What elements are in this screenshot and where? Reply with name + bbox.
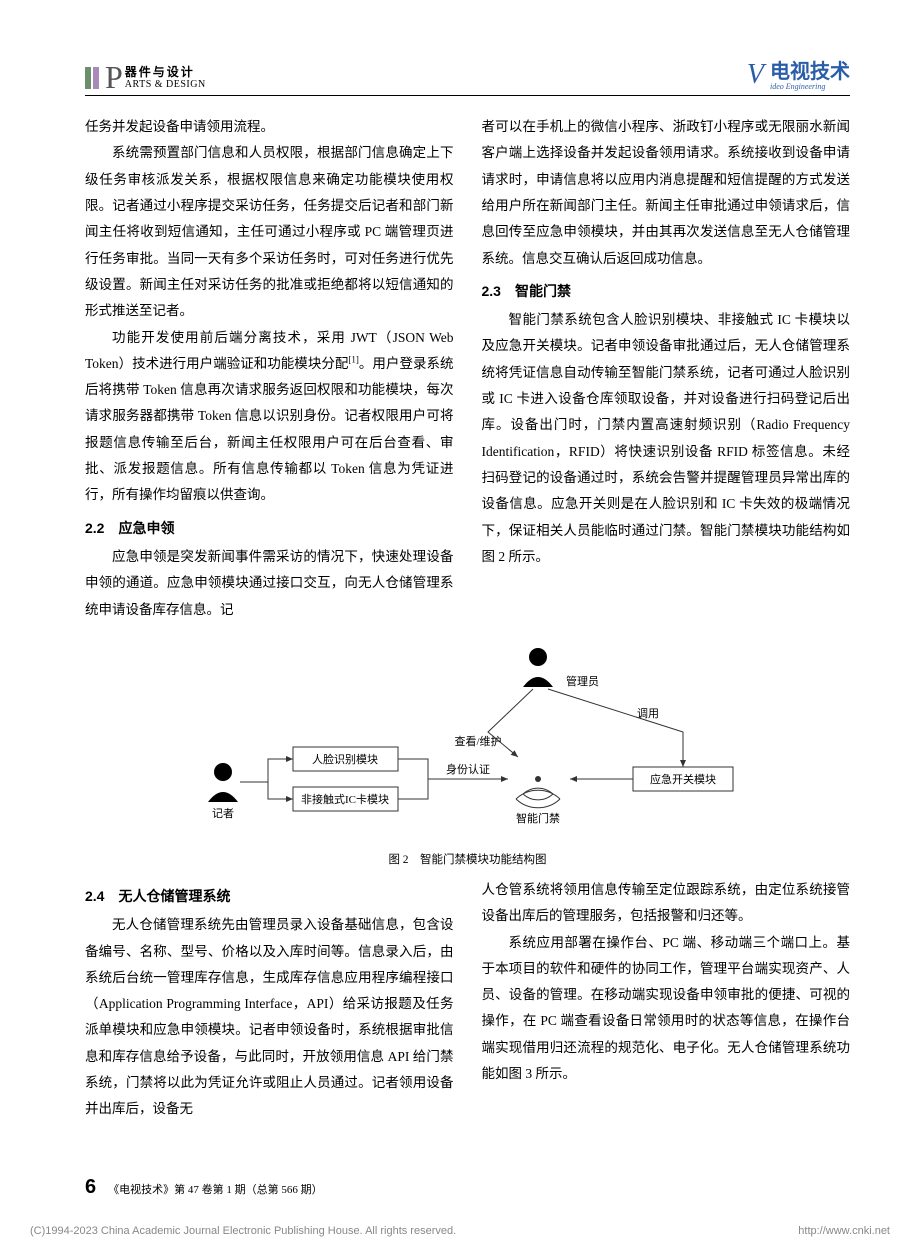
header-accent-bars	[85, 67, 99, 89]
copyright-url: http://www.cnki.net	[798, 1225, 890, 1237]
figure-2: 记者 管理员 人脸识别模块 非接触式IC卡模块 应急开关模块	[85, 637, 850, 867]
heading-2-2: 2.2 应急申领	[85, 515, 454, 542]
para: 系统需预置部门信息和人员权限，根据部门信息确定上下级任务审核派发关系，根据权限信…	[85, 140, 454, 324]
left-column-lower: 2.4 无人仓储管理系统 无人仓储管理系统先由管理员录入设备基础信息，包含设备编…	[85, 877, 454, 1123]
reporter-label: 记者	[212, 807, 234, 820]
heading-2-3: 2.3 智能门禁	[482, 278, 851, 305]
column-tag: P 器件与设计 ARTS & DESIGN	[85, 65, 206, 91]
header-letter-p: P	[105, 65, 123, 91]
gate-label: 智能门禁	[516, 811, 560, 825]
heading-2-4: 2.4 无人仓储管理系统	[85, 883, 454, 910]
gate-icon	[516, 776, 560, 808]
ic-module-label: 非接触式IC卡模块	[301, 792, 389, 806]
body-columns-lower: 2.4 无人仓储管理系统 无人仓储管理系统先由管理员录入设备基础信息，包含设备编…	[85, 877, 850, 1123]
right-column-lower: 人仓管系统将领用信息传输至定位跟踪系统，由定位系统接管设备出库后的管理服务，包括…	[482, 877, 851, 1123]
edge-reporter-ic	[268, 782, 293, 799]
figure-2-caption: 图 2 智能门禁模块功能结构图	[85, 851, 850, 867]
auth-label: 身份认证	[446, 762, 490, 776]
right-column: 者可以在手机上的微信小程序、浙政钉小程序或无限丽水新闻客户端上选择设备并发起设备…	[482, 114, 851, 623]
para: 无人仓储管理系统先由管理员录入设备基础信息，包含设备编号、名称、型号、价格以及入…	[85, 912, 454, 1123]
journal-logo: V 电视技术 ideo Engineering	[747, 55, 850, 91]
edge-reporter-face	[240, 759, 293, 782]
journal-name: 电视技术	[770, 55, 850, 84]
body-columns-upper: 任务并发起设备申请领用流程。 系统需预置部门信息和人员权限，根据部门信息确定上下…	[85, 114, 850, 623]
copyright-line: (C)1994-2023 China Academic Journal Elec…	[30, 1225, 890, 1237]
para: 应急申领是突发新闻事件需采访的情况下，快速处理设备申领的通道。应急申领模块通过接…	[85, 544, 454, 623]
para: 智能门禁系统包含人脸识别模块、非接触式 IC 卡模块以及应急开关模块。记者申领设…	[482, 307, 851, 570]
left-column: 任务并发起设备申请领用流程。 系统需预置部门信息和人员权限，根据部门信息确定上下…	[85, 114, 454, 623]
page-footer: 6 《电视技术》第 47 卷第 1 期（总第 566 期）	[85, 1176, 323, 1199]
para: 系统应用部署在操作台、PC 端、移动端三个端口上。基于本项目的软件和硬件的协同工…	[482, 930, 851, 1088]
figure-2-svg: 记者 管理员 人脸识别模块 非接触式IC卡模块 应急开关模块	[178, 637, 758, 847]
view-label: 查看/维护	[454, 734, 501, 748]
para: 任务并发起设备申请领用流程。	[85, 114, 454, 140]
citation-1: [1]	[348, 354, 359, 364]
admin-icon	[523, 648, 553, 687]
invoke-label: 调用	[637, 707, 659, 720]
copyright-text: (C)1994-2023 China Academic Journal Elec…	[30, 1225, 456, 1237]
logo-v-icon: V	[747, 59, 764, 91]
journal-name-en: ideo Engineering	[770, 82, 825, 91]
edge-admin-invoke	[548, 689, 683, 767]
para: 人仓管系统将领用信息传输至定位跟踪系统，由定位系统接管设备出库后的管理服务，包括…	[482, 877, 851, 930]
footer-journal-issue: 《电视技术》第 47 卷第 1 期（总第 566 期）	[108, 1181, 323, 1197]
column-title-cn: 器件与设计	[125, 65, 206, 79]
emergency-module-label: 应急开关模块	[650, 772, 716, 786]
face-module-label: 人脸识别模块	[312, 752, 378, 766]
edge-ic-merge	[398, 779, 428, 799]
page-header: P 器件与设计 ARTS & DESIGN V 电视技术 ideo Engine…	[85, 55, 850, 96]
column-title-en: ARTS & DESIGN	[125, 79, 206, 91]
para: 功能开发使用前后端分离技术，采用 JWT（JSON Web Token）技术进行…	[85, 325, 454, 509]
page-number: 6	[85, 1176, 96, 1199]
reporter-icon	[208, 763, 238, 802]
para: 者可以在手机上的微信小程序、浙政钉小程序或无限丽水新闻客户端上选择设备并发起设备…	[482, 114, 851, 272]
admin-label: 管理员	[566, 674, 599, 688]
